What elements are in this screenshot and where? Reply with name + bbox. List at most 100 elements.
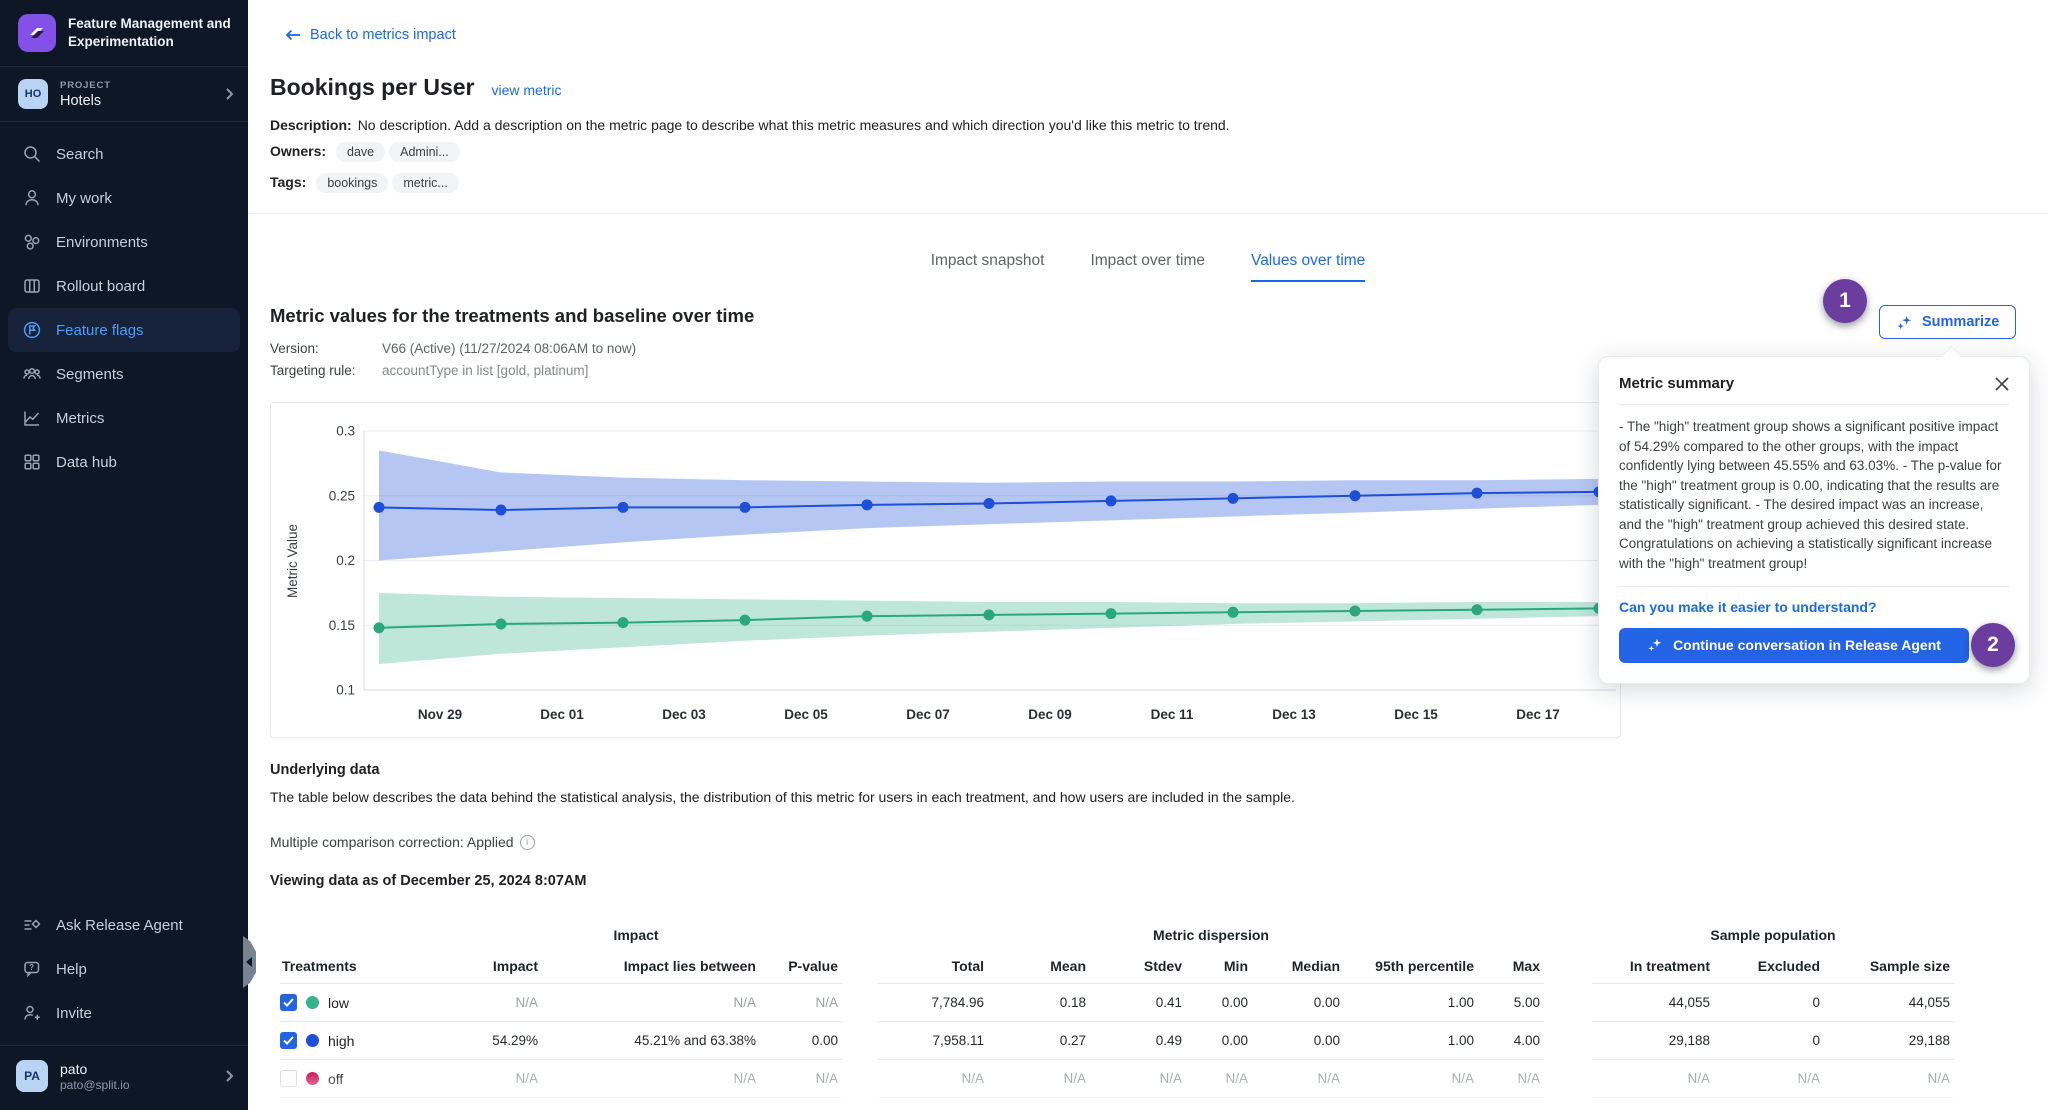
table-header-row: Treatments Impact Impact lies between P-val… (280, 948, 1954, 984)
table-cell: N/A (733, 995, 756, 1010)
owners-row: Owners: dave Admini... (270, 142, 460, 162)
user-menu[interactable]: PA pato pato@split.io (0, 1046, 248, 1110)
table-cell: 1.00 (1447, 1033, 1474, 1048)
column-header-max: Max (1512, 957, 1540, 974)
svg-text:0.15: 0.15 (329, 618, 355, 633)
column-header-treatments: Treatments (282, 957, 357, 974)
user-avatar: PA (16, 1060, 48, 1092)
svg-text:Dec 13: Dec 13 (1272, 707, 1316, 722)
sidebar-item-label: Data hub (56, 453, 117, 471)
tag-pill[interactable]: metric... (392, 173, 459, 193)
table-cell: 7,784.96 (931, 995, 984, 1010)
sidebar-item-rollout-board[interactable]: Rollout board (8, 264, 240, 308)
sidebar-collapse-handle[interactable] (243, 936, 256, 988)
column-header-excluded: Excluded (1757, 957, 1820, 974)
continue-conversation-button[interactable]: Continue conversation in Release Agent (1619, 627, 1969, 663)
version-label: Version: (270, 341, 319, 356)
info-icon[interactable]: i (519, 834, 535, 850)
sidebar-item-search[interactable]: Search (8, 132, 240, 176)
sidebar-item-segments[interactable]: Segments (8, 352, 240, 396)
sidebar-item-help[interactable]: ? Help (8, 947, 240, 991)
sparkles-icon (1648, 638, 1662, 652)
column-header-impact: Impact (492, 957, 538, 974)
sidebar-item-invite[interactable]: Invite (8, 991, 240, 1035)
flag-icon (22, 320, 42, 340)
project-name: Hotels (60, 92, 102, 109)
metric-summary-popover: Metric summary - The "high" treatment gr… (1598, 356, 2030, 684)
treatment-checkbox[interactable] (280, 1070, 297, 1087)
table-cell: N/A (1517, 1071, 1540, 1086)
sidebar-item-label: Ask Release Agent (56, 916, 183, 934)
sidebar-item-ask-release-agent[interactable]: Ask Release Agent (8, 903, 240, 947)
table-cell: N/A (1317, 1071, 1340, 1086)
table-row: high 54.29% 45.21% and 63.38% 0.00 7,958.11 0… (280, 1022, 1954, 1060)
treatment-cell: high (280, 1032, 354, 1049)
sidebar-item-label: Metrics (56, 409, 105, 427)
tab-impact-over-time[interactable]: Impact over time (1090, 252, 1205, 269)
table-cell: N/A (733, 1071, 756, 1086)
divider (0, 1045, 248, 1046)
treatment-checkbox[interactable] (280, 994, 297, 1011)
svg-text:Dec 17: Dec 17 (1516, 707, 1560, 722)
table-cell: 0 (1812, 1033, 1820, 1048)
targeting-rule-row: Targeting rule: accountType in list [gol… (270, 363, 588, 378)
column-header-p-value: P-value (788, 957, 838, 974)
column-header-impact-lies-between: Impact lies between (623, 957, 756, 974)
table-cell: N/A (515, 1071, 538, 1086)
svg-text:Dec 11: Dec 11 (1151, 707, 1194, 722)
back-link[interactable]: Back to metrics impact (285, 27, 456, 43)
svg-text:0.1: 0.1 (336, 683, 355, 698)
table-cell: 45.21% and 63.38% (634, 1033, 756, 1048)
owner-pill[interactable]: Admini... (389, 142, 460, 162)
summarize-button-label: Summarize (1922, 314, 2000, 330)
app-logo-row: Feature Management and Experimentation (0, 0, 248, 66)
people-icon (22, 364, 42, 384)
treatment-name: low (328, 994, 350, 1011)
column-header-total: Total (951, 957, 984, 974)
table-cell: N/A (815, 995, 838, 1010)
followup-question-link[interactable]: Can you make it easier to understand? (1619, 598, 1877, 615)
sparkles-icon (1897, 315, 1912, 329)
view-metric-link[interactable]: view metric (491, 82, 562, 98)
summarize-button[interactable]: Summarize (1879, 305, 2017, 339)
tab-values-over-time[interactable]: Values over time (1251, 252, 1366, 282)
chevron-right-icon (225, 87, 234, 101)
table-cell: 0.27 (1059, 1033, 1086, 1048)
tag-pill[interactable]: bookings (316, 173, 389, 193)
close-icon[interactable] (1995, 376, 2009, 391)
column-header-mean: Mean (1050, 957, 1086, 974)
sidebar-item-label: Help (56, 960, 87, 978)
column-header-95th-percentile: 95th percentile (1375, 957, 1474, 974)
divider (0, 121, 248, 122)
table-cell: 0.00 (1313, 1033, 1340, 1048)
sidebar-footer-nav: Ask Release Agent ? Help Invite (0, 893, 248, 1045)
svg-text:Nov 29: Nov 29 (418, 707, 462, 722)
app-title: Feature Management and Experimentation (68, 16, 231, 49)
step-1-badge: 1 (1823, 279, 1867, 323)
treatment-checkbox[interactable] (280, 1032, 297, 1049)
sidebar-item-feature-flags[interactable]: Feature flags (8, 308, 240, 352)
owner-pill[interactable]: dave (336, 142, 386, 162)
correction-row: Multiple comparison correction: Applied … (270, 834, 535, 850)
sidebar-item-data-hub[interactable]: Data hub (8, 440, 240, 484)
sidebar-item-environments[interactable]: Environments (8, 220, 240, 264)
sidebar-item-label: Environments (56, 233, 148, 251)
sidebar-item-my-work[interactable]: My work (8, 176, 240, 220)
search-icon (22, 144, 42, 164)
project-switcher[interactable]: HO PROJECT Hotels (0, 67, 248, 121)
divider (0, 66, 248, 67)
table-cell: 1.00 (1447, 995, 1474, 1010)
treatment-color-dot (306, 1034, 319, 1047)
sidebar-item-metrics[interactable]: Metrics (8, 396, 240, 440)
chevron-right-icon (225, 1069, 234, 1083)
underlying-data-title: Underlying data (270, 762, 380, 778)
treatment-cell: low (280, 994, 349, 1011)
sidebar-item-label: Segments (56, 365, 124, 383)
sidebar-item-label: My work (56, 189, 112, 207)
treatment-name: off (328, 1070, 344, 1087)
column-header-stdev: Stdev (1143, 957, 1182, 974)
tab-impact-snapshot[interactable]: Impact snapshot (930, 252, 1045, 269)
description-row: Description: No description. Add a descr… (270, 117, 1230, 133)
continue-conversation-label: Continue conversation in Release Agent (1673, 637, 1941, 653)
